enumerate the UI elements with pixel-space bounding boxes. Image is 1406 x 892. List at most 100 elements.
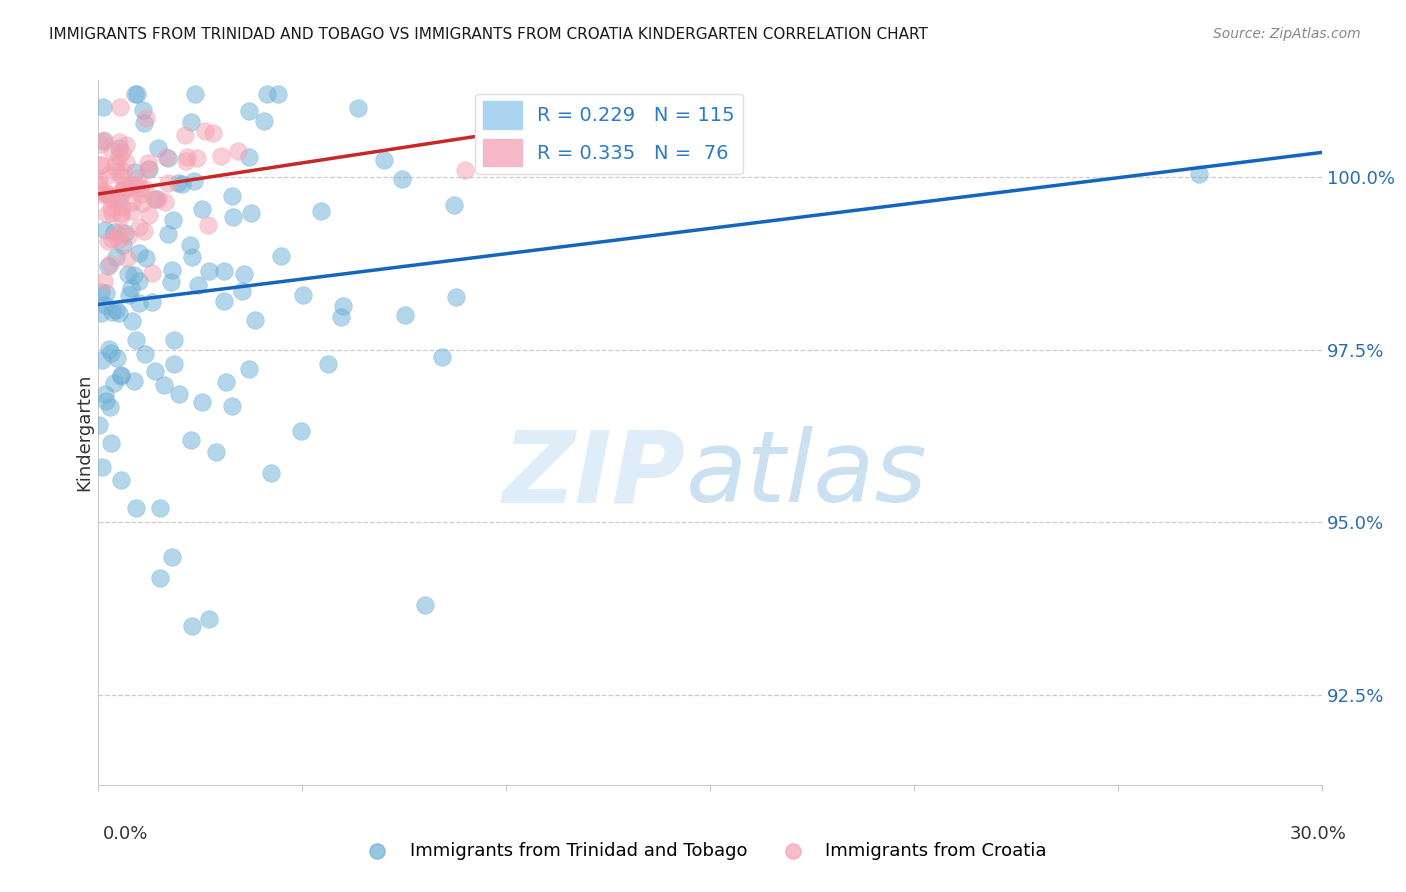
- Point: [156, 227, 179, 241]
- Point: [94, 387, 117, 401]
- Point: [108, 100, 131, 114]
- Point: [190, 395, 212, 409]
- Point: [122, 268, 145, 283]
- Text: IMMIGRANTS FROM TRINIDAD AND TOBAGO VS IMMIGRANTS FROM CROATIA KINDERGARTEN CORR: IMMIGRANTS FROM TRINIDAD AND TOBAGO VS I…: [49, 27, 928, 42]
- Point: [94, 186, 117, 200]
- Point: [118, 180, 141, 194]
- Point: [114, 226, 136, 240]
- Point: [112, 183, 135, 197]
- Point: [394, 308, 416, 322]
- Point: [115, 251, 138, 265]
- Point: [187, 277, 209, 292]
- Point: [108, 306, 131, 320]
- Point: [201, 127, 224, 141]
- Point: [108, 149, 131, 163]
- Point: [152, 377, 174, 392]
- Point: [179, 238, 201, 252]
- Point: [105, 164, 128, 178]
- Point: [146, 141, 169, 155]
- Point: [125, 334, 148, 348]
- Point: [98, 257, 121, 271]
- Point: [267, 87, 290, 101]
- Point: [127, 170, 149, 185]
- Point: [163, 333, 186, 347]
- Point: [146, 192, 169, 206]
- Point: [156, 176, 179, 190]
- Point: [91, 460, 114, 475]
- Point: [245, 312, 267, 326]
- Point: [90, 186, 112, 201]
- Point: [212, 293, 235, 308]
- Point: [163, 357, 186, 371]
- Point: [135, 111, 157, 125]
- Point: [100, 346, 122, 360]
- Point: [529, 118, 551, 132]
- Point: [114, 138, 136, 153]
- Point: [93, 274, 115, 288]
- Point: [112, 178, 135, 193]
- Point: [110, 368, 132, 383]
- Point: [135, 251, 157, 265]
- Point: [101, 205, 124, 219]
- Point: [233, 267, 256, 281]
- Point: [124, 165, 146, 179]
- Text: atlas: atlas: [686, 426, 927, 524]
- Point: [121, 195, 143, 210]
- Point: [108, 140, 131, 154]
- Point: [141, 294, 163, 309]
- Point: [153, 194, 176, 209]
- Point: [129, 181, 152, 195]
- Point: [131, 195, 153, 210]
- Point: [125, 87, 148, 101]
- Point: [104, 303, 127, 318]
- Point: [221, 399, 243, 413]
- Point: [138, 208, 160, 222]
- Point: [103, 188, 125, 202]
- Point: [110, 209, 132, 223]
- Point: [94, 298, 117, 312]
- Point: [121, 313, 143, 327]
- Point: [118, 288, 141, 302]
- Point: [111, 238, 134, 252]
- Point: [110, 369, 132, 384]
- Point: [290, 424, 312, 438]
- Point: [228, 145, 250, 159]
- Point: [124, 87, 146, 101]
- Point: [167, 176, 190, 190]
- Point: [100, 304, 122, 318]
- Point: [128, 295, 150, 310]
- Point: [444, 290, 467, 304]
- Point: [1188, 167, 1211, 181]
- Point: [430, 350, 453, 364]
- Point: [238, 103, 260, 118]
- Point: [120, 281, 142, 295]
- Point: [231, 284, 253, 298]
- Point: [176, 153, 198, 168]
- Point: [89, 173, 111, 187]
- Point: [114, 180, 136, 194]
- Point: [128, 220, 150, 235]
- Point: [122, 375, 145, 389]
- Point: [183, 174, 205, 188]
- Point: [176, 150, 198, 164]
- Point: [103, 225, 125, 239]
- Point: [197, 612, 219, 626]
- Point: [132, 103, 155, 118]
- Point: [347, 101, 370, 115]
- Point: [110, 473, 132, 487]
- Point: [198, 264, 221, 278]
- Point: [443, 197, 465, 211]
- Point: [194, 124, 217, 138]
- Point: [221, 210, 243, 224]
- Point: [136, 162, 159, 177]
- Point: [124, 178, 146, 193]
- Point: [91, 134, 114, 148]
- Point: [256, 87, 278, 101]
- Point: [104, 154, 127, 169]
- Point: [157, 151, 180, 165]
- Point: [128, 274, 150, 288]
- Point: [134, 347, 156, 361]
- Point: [413, 599, 436, 613]
- Point: [107, 351, 129, 365]
- Point: [149, 501, 172, 516]
